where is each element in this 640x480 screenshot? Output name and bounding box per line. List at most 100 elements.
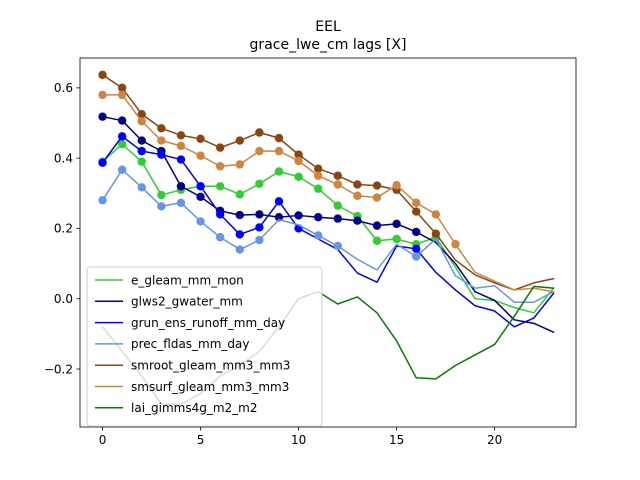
legend-label: e_gleam_mm_mon	[131, 273, 244, 287]
data-point	[372, 193, 382, 202]
data-point	[117, 116, 127, 125]
series-line	[101, 115, 555, 334]
data-point	[137, 157, 146, 166]
data-point	[137, 117, 146, 126]
x-tick-label: 0	[99, 433, 107, 447]
data-point	[392, 234, 401, 244]
x-tick-label: 5	[197, 433, 205, 447]
y-tick-label: −0.2	[44, 362, 73, 376]
series-smsurf_gleam_mm3_mm3	[98, 90, 555, 293]
series-smroot_gleam_mm3_mm3	[98, 70, 555, 291]
data-point	[372, 236, 382, 245]
data-point	[412, 252, 421, 261]
data-point	[98, 90, 107, 100]
legend-box	[86, 266, 323, 427]
legend-label: grun_ens_runoff_mm_day	[131, 316, 285, 330]
data-point	[235, 245, 244, 254]
data-point	[117, 165, 127, 174]
data-point	[412, 198, 421, 207]
data-point	[314, 231, 323, 240]
data-point	[137, 110, 146, 119]
y-tick-label: 0.4	[54, 151, 73, 165]
x-tick-label: 15	[389, 433, 404, 447]
legend-label: prec_fldas_mm_day	[131, 337, 250, 351]
data-point	[333, 201, 342, 210]
data-point	[157, 190, 166, 200]
data-point	[294, 150, 303, 159]
chart-subtitle: grace_lwe_cm lags [X]	[250, 37, 407, 53]
data-point	[157, 136, 166, 145]
data-point	[196, 134, 205, 144]
data-point	[176, 198, 186, 207]
data-point	[215, 233, 225, 242]
data-point	[176, 131, 186, 140]
data-point	[333, 214, 342, 223]
legend: e_gleam_mm_mon glws2_gwater_mm grun_ens_ru…	[86, 266, 323, 427]
data-point	[176, 141, 186, 151]
data-point	[215, 210, 225, 219]
data-point	[372, 221, 382, 230]
data-point	[333, 180, 342, 189]
axes: 0 5 10 15 20 −0.2 0.0 0.2 0.4 0.6	[44, 57, 577, 447]
series-grun_ens_runoff_mm_day	[98, 132, 555, 328]
data-point	[215, 143, 225, 152]
data-point	[412, 244, 421, 254]
data-point	[274, 133, 284, 143]
data-point	[215, 182, 225, 191]
data-point	[294, 172, 303, 181]
legend-entry: smroot_gleam_mm3_mm3	[95, 359, 290, 373]
data-point	[235, 230, 244, 239]
data-point	[274, 146, 284, 156]
legend-entry: e_gleam_mm_mon	[95, 273, 244, 287]
data-point	[255, 179, 264, 189]
data-point	[117, 83, 127, 93]
data-point	[294, 211, 303, 220]
data-point	[137, 146, 146, 156]
legend-entry: lai_gimms4g_m2_m2	[95, 401, 258, 415]
data-point	[196, 151, 205, 160]
x-tick-label: 10	[291, 433, 306, 447]
data-point	[98, 112, 107, 121]
data-point	[235, 210, 244, 220]
data-point	[314, 171, 323, 180]
data-point	[353, 180, 362, 189]
data-point	[98, 158, 107, 167]
x-tick-label: 20	[487, 433, 502, 447]
data-point	[274, 197, 284, 206]
data-point	[117, 132, 127, 141]
data-point	[294, 156, 303, 166]
data-point	[314, 184, 323, 193]
data-point	[274, 213, 284, 222]
series-glws2_gwater_mm	[98, 112, 555, 334]
data-point	[255, 146, 264, 156]
data-point	[196, 182, 205, 191]
data-point	[255, 128, 264, 137]
legend-entry: grun_ens_runoff_mm_day	[95, 316, 285, 330]
data-point	[353, 216, 362, 225]
data-point	[196, 192, 205, 202]
legend-entry: smsurf_gleam_mm3_mm3	[95, 380, 289, 394]
data-point	[117, 90, 127, 100]
legend-entry: prec_fldas_mm_day	[95, 337, 250, 351]
series-group	[98, 70, 555, 405]
data-point	[431, 229, 441, 238]
data-point	[314, 213, 323, 222]
data-point	[235, 160, 244, 169]
data-point	[235, 190, 244, 199]
data-point	[215, 162, 225, 171]
legend-label: lai_gimms4g_m2_m2	[131, 401, 258, 415]
data-point	[157, 150, 166, 159]
data-point	[137, 183, 146, 192]
legend-entry: glws2_gwater_mm	[95, 295, 243, 309]
data-point	[98, 196, 107, 205]
data-point	[431, 210, 441, 219]
data-point	[392, 181, 401, 190]
legend-label: smsurf_gleam_mm3_mm3	[131, 380, 289, 394]
data-point	[137, 136, 146, 145]
data-point	[274, 167, 284, 176]
data-point	[176, 182, 186, 191]
y-tick-label: 0.0	[54, 292, 73, 306]
data-point	[372, 181, 382, 190]
data-point	[451, 240, 460, 249]
